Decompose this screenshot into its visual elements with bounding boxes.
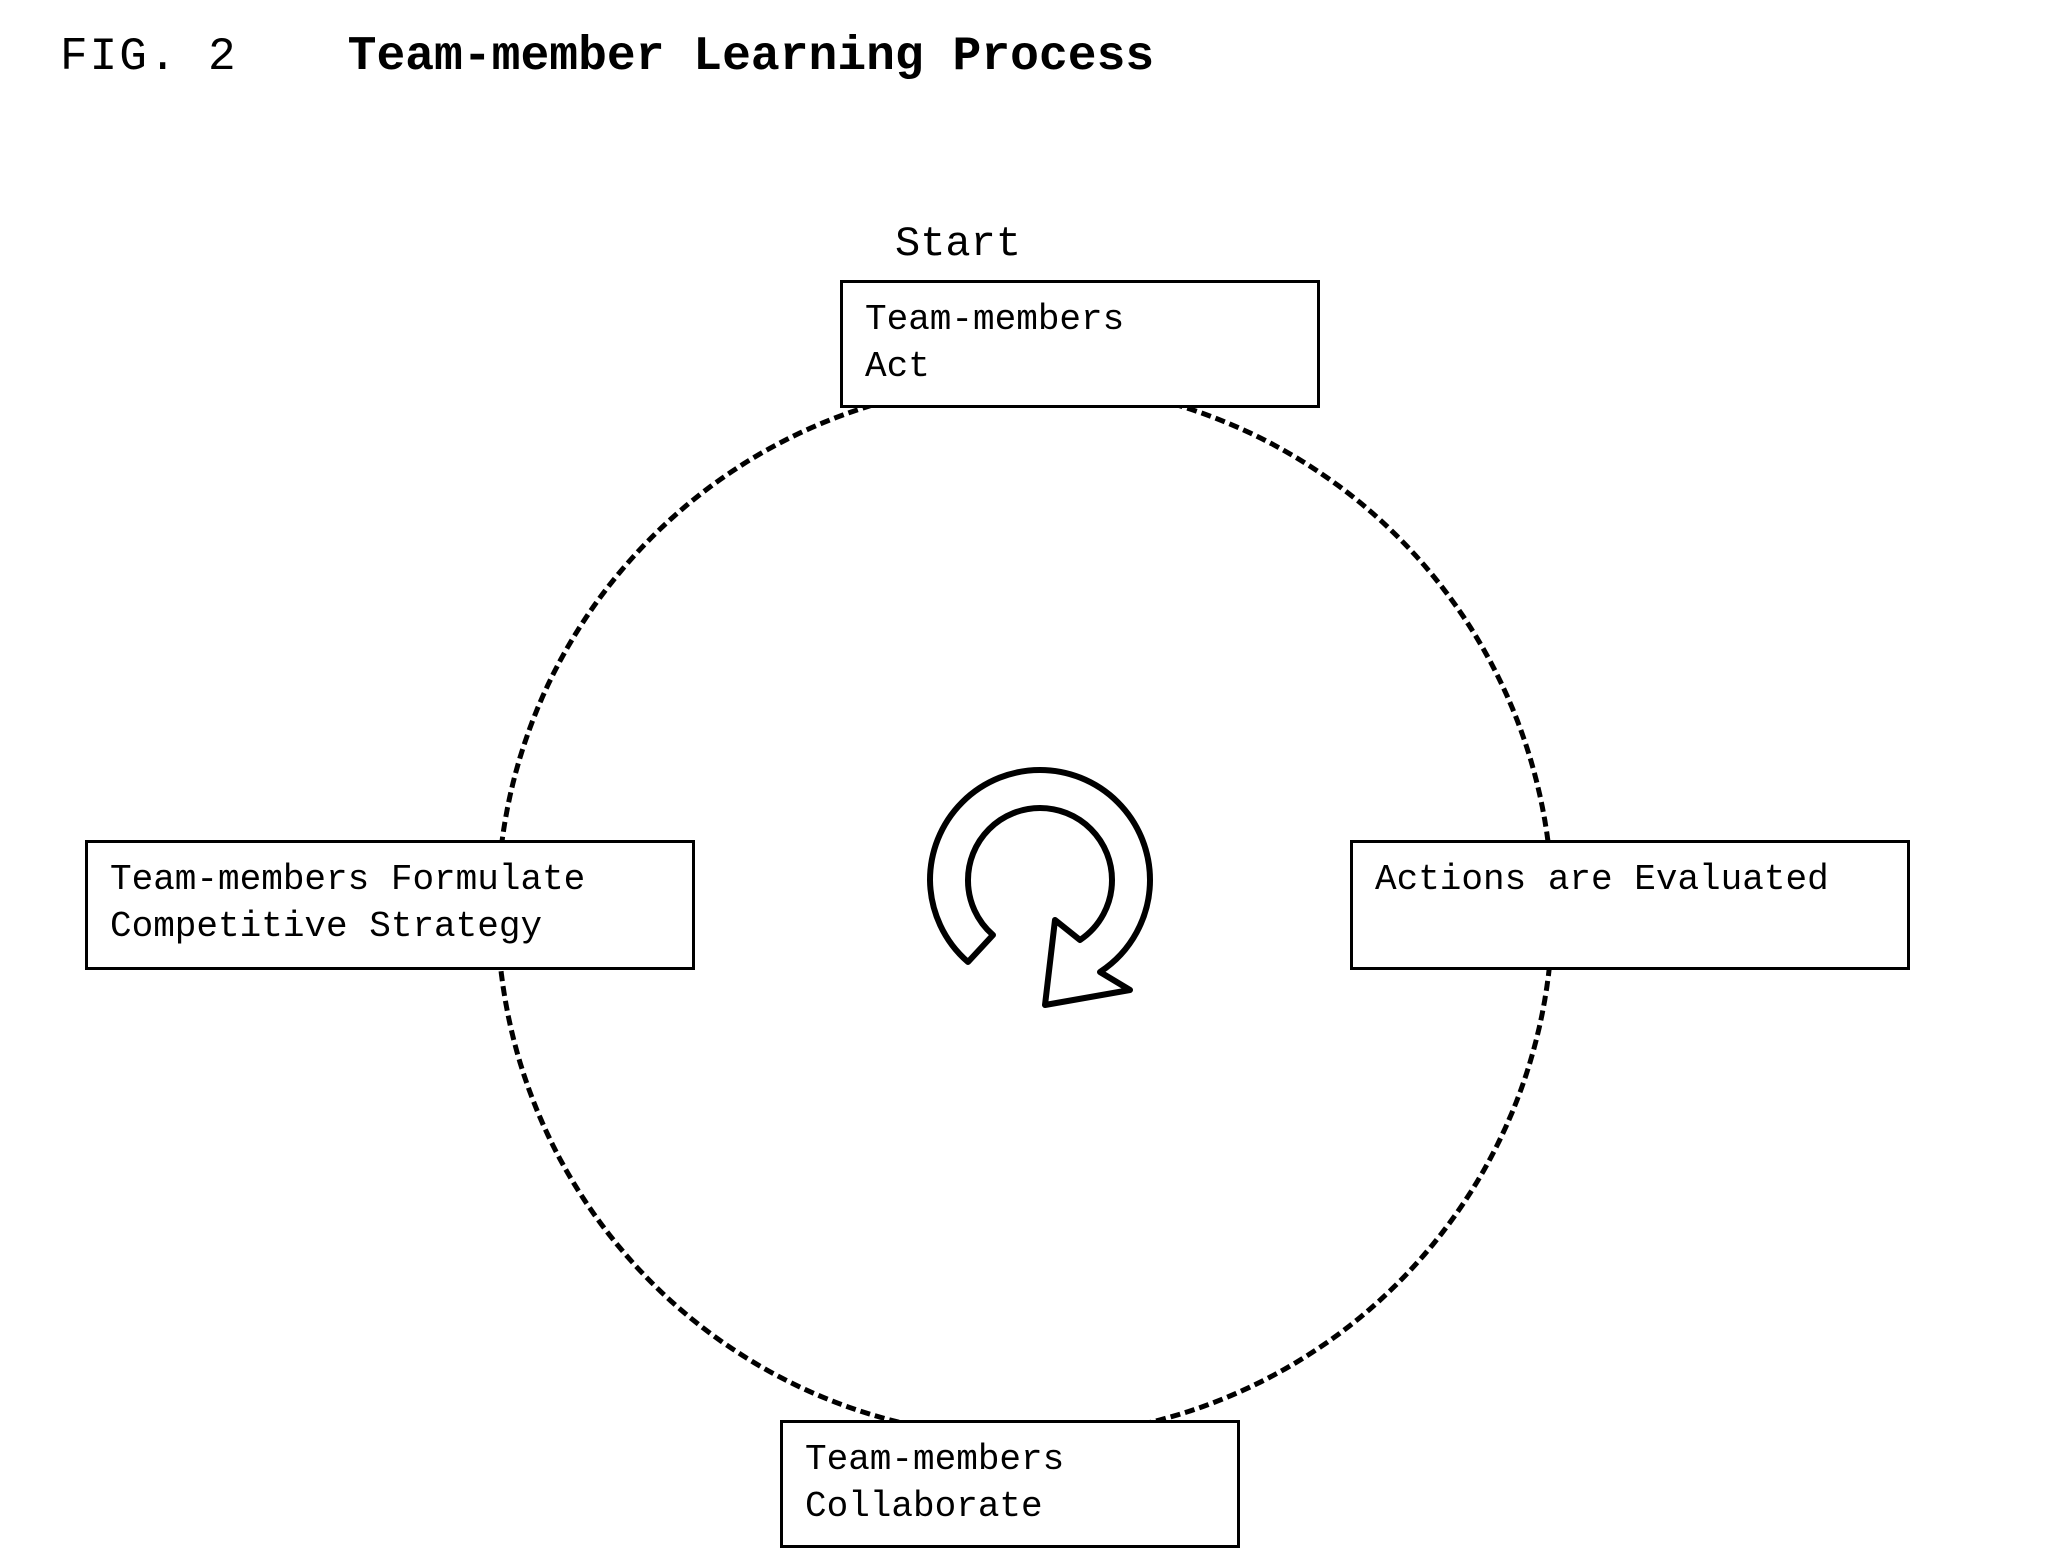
node-text: Team-membersCollaborate (805, 1439, 1064, 1527)
figure-label: FIG. 2 (60, 31, 238, 83)
start-label: Start (895, 220, 1021, 268)
figure-title: Team-member Learning Process (348, 30, 1155, 84)
node-team-members-act: Team-membersAct (840, 280, 1320, 408)
node-actions-evaluated: Actions are Evaluated (1350, 840, 1910, 970)
node-text: Team-membersAct (865, 299, 1124, 387)
figure-header: FIG. 2 Team-member Learning Process (60, 30, 1154, 84)
cycle-arrow-icon (900, 740, 1180, 1040)
node-text: Team-members FormulateCompetitive Strate… (110, 859, 585, 947)
node-formulate-strategy: Team-members FormulateCompetitive Strate… (85, 840, 695, 970)
node-team-members-collaborate: Team-membersCollaborate (780, 1420, 1240, 1548)
node-text: Actions are Evaluated (1375, 859, 1829, 900)
diagram-container: Start Team-membersAct Actions are Evalua… (0, 200, 2049, 1550)
